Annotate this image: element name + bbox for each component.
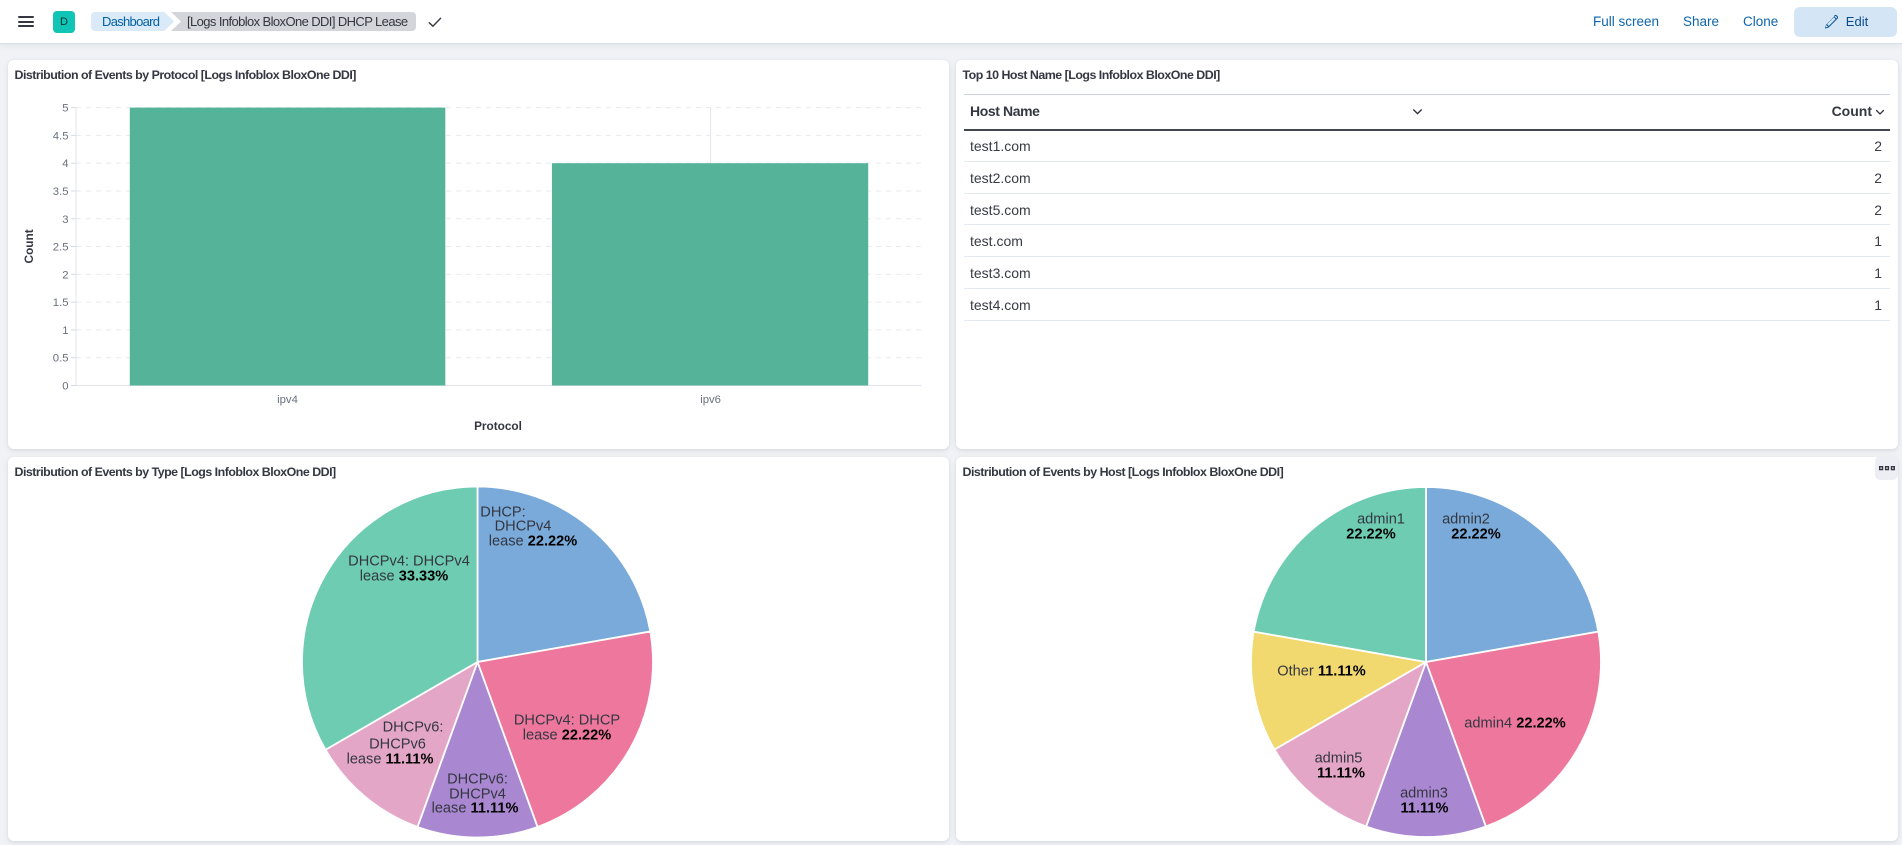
- svg-text:2: 2: [62, 269, 68, 281]
- svg-text:1.5: 1.5: [53, 297, 69, 309]
- svg-text:ipv4: ipv4: [277, 394, 298, 406]
- svg-text:4.5: 4.5: [53, 130, 69, 142]
- svg-text:1: 1: [62, 325, 68, 337]
- svg-text:2.5: 2.5: [53, 242, 69, 254]
- svg-text:0: 0: [62, 381, 68, 393]
- svg-text:ipv6: ipv6: [700, 394, 721, 406]
- svg-text:4: 4: [62, 158, 68, 170]
- svg-text:Count: Count: [22, 229, 36, 263]
- svg-text:3: 3: [62, 214, 68, 226]
- svg-text:5: 5: [62, 103, 68, 115]
- svg-text:Protocol: Protocol: [474, 419, 522, 433]
- svg-text:3.5: 3.5: [53, 186, 69, 198]
- svg-text:0.5: 0.5: [53, 353, 69, 365]
